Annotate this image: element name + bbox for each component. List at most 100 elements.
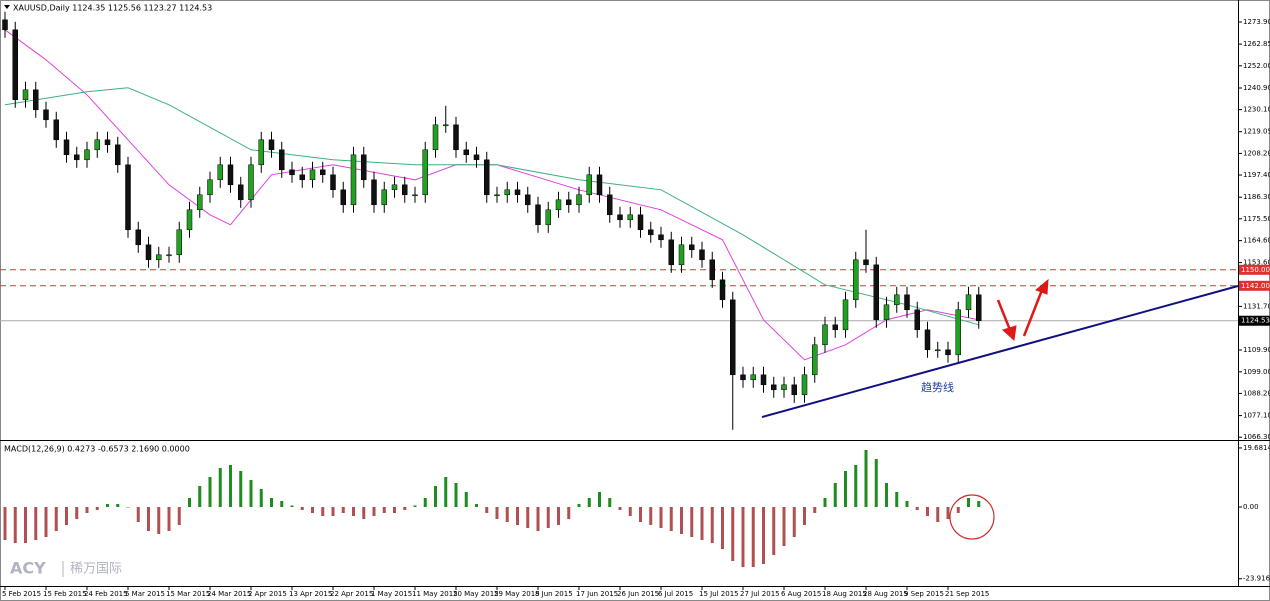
macd-bar xyxy=(352,506,355,516)
candle-body xyxy=(299,174,305,181)
down-arrow-head xyxy=(1002,325,1017,342)
macd-bar xyxy=(95,506,99,510)
x-tick-label: 6 Aug 2015 xyxy=(781,590,821,598)
y-tick-label: 1262.85 xyxy=(1243,40,1270,48)
candle-body xyxy=(391,184,398,191)
candle-body xyxy=(289,169,295,176)
candle-body xyxy=(904,294,910,311)
macd-bar xyxy=(639,506,642,522)
macd-bar xyxy=(403,506,407,510)
macd-bar xyxy=(485,506,489,513)
y-tick-label: 1208.20 xyxy=(1243,149,1270,157)
x-tick-label: 26 Jun 2015 xyxy=(617,590,659,598)
macd-bar xyxy=(546,506,550,528)
y-tick-label: 1099.00 xyxy=(1243,368,1270,376)
candle-body xyxy=(873,264,879,321)
level-label: 1142.00 xyxy=(1241,282,1270,290)
candle-body xyxy=(166,254,172,257)
macd-bar xyxy=(710,506,714,543)
candle-body xyxy=(279,149,285,171)
x-tick-label: 11 May 2015 xyxy=(412,590,458,598)
macd-bar xyxy=(967,497,970,507)
macd-bar xyxy=(147,506,150,531)
macd-bar xyxy=(782,506,786,546)
x-tick-label: 9 Sep 2015 xyxy=(904,590,944,598)
x-tick-label: 13 Apr 2015 xyxy=(289,590,332,598)
x-tick-label: 2 Apr 2015 xyxy=(248,590,287,598)
candle-body xyxy=(627,214,633,221)
candle-body xyxy=(771,384,777,391)
candle-body xyxy=(22,89,29,101)
macd-bar xyxy=(13,506,17,543)
macd-bar xyxy=(413,505,417,507)
candle-body xyxy=(381,189,387,206)
macd-bar xyxy=(218,467,222,507)
macd-bar xyxy=(249,479,253,507)
macd-bar xyxy=(495,506,499,519)
y-tick-label: 19.6814 xyxy=(1243,444,1270,452)
x-tick-label: 6 Jul 2015 xyxy=(658,590,693,598)
candle-body xyxy=(504,189,510,196)
macd-bar xyxy=(905,500,909,507)
candle-body xyxy=(422,149,428,196)
candle-body xyxy=(330,174,336,191)
candle-body xyxy=(33,89,39,111)
candle-body xyxy=(402,184,408,196)
y-tick-label: 1175.50 xyxy=(1243,215,1270,223)
macd-bar xyxy=(936,506,940,522)
macd-bar xyxy=(464,491,468,507)
macd-bar xyxy=(290,505,294,507)
candle-body xyxy=(822,324,828,346)
macd-bar xyxy=(54,506,58,531)
macd-bar xyxy=(393,506,396,513)
macd-bar xyxy=(895,491,899,507)
macd-bar xyxy=(434,485,437,507)
candle-body xyxy=(894,294,900,306)
macd-bar xyxy=(311,506,314,513)
current-price-tag xyxy=(1239,315,1270,326)
macd-bar xyxy=(649,506,653,525)
macd-bar xyxy=(833,482,837,507)
candle-body xyxy=(43,109,49,121)
macd-bar xyxy=(741,506,745,567)
candle-body xyxy=(607,194,613,216)
candle-body xyxy=(760,374,767,386)
candle-body xyxy=(453,124,459,151)
candle-body xyxy=(545,209,551,226)
logo-brand: ACY xyxy=(10,559,46,578)
y-tick-label: 1240.90 xyxy=(1243,84,1270,92)
macd-bar xyxy=(157,506,161,534)
candle-body xyxy=(12,29,18,101)
x-tick-label: 22 Apr 2015 xyxy=(330,590,373,598)
macd-bar xyxy=(803,506,806,525)
macd-bar xyxy=(721,506,724,549)
candle-body xyxy=(914,309,920,331)
macd-bar xyxy=(259,488,263,507)
macd-bar xyxy=(792,506,796,537)
candle-body xyxy=(115,144,121,166)
candle-body xyxy=(514,189,521,196)
x-tick-label: 18 Aug 2015 xyxy=(822,590,867,598)
up-arrow-head xyxy=(1035,278,1049,295)
candle-body xyxy=(955,309,961,356)
macd-bar xyxy=(751,506,755,567)
candle-body xyxy=(576,194,582,206)
candle-body xyxy=(84,149,90,161)
macd-bar xyxy=(280,500,284,507)
y-tick-label: 1252.00 xyxy=(1243,62,1270,70)
macd-bar xyxy=(208,476,212,507)
candle-body xyxy=(2,19,8,31)
candle-body xyxy=(156,254,162,261)
candle-body xyxy=(186,209,193,231)
trend-line xyxy=(761,285,1239,418)
macd-bar xyxy=(444,476,448,507)
x-tick-label: 27 Jul 2015 xyxy=(740,590,780,598)
macd-bar xyxy=(3,506,7,540)
macd-bar xyxy=(669,506,673,531)
candle-body xyxy=(853,259,859,301)
y-tick-label: 0.00 xyxy=(1243,503,1259,511)
candle-body xyxy=(945,349,951,356)
macd-bar xyxy=(854,464,858,507)
level-tag xyxy=(1239,264,1270,275)
candle-body xyxy=(586,174,592,196)
